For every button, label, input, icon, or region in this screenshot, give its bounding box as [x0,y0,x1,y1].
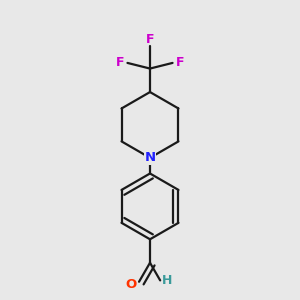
Text: F: F [116,56,124,69]
Text: H: H [162,274,172,287]
Text: N: N [144,151,156,164]
Text: F: F [176,56,184,69]
Text: O: O [126,278,137,291]
Text: F: F [146,33,154,46]
